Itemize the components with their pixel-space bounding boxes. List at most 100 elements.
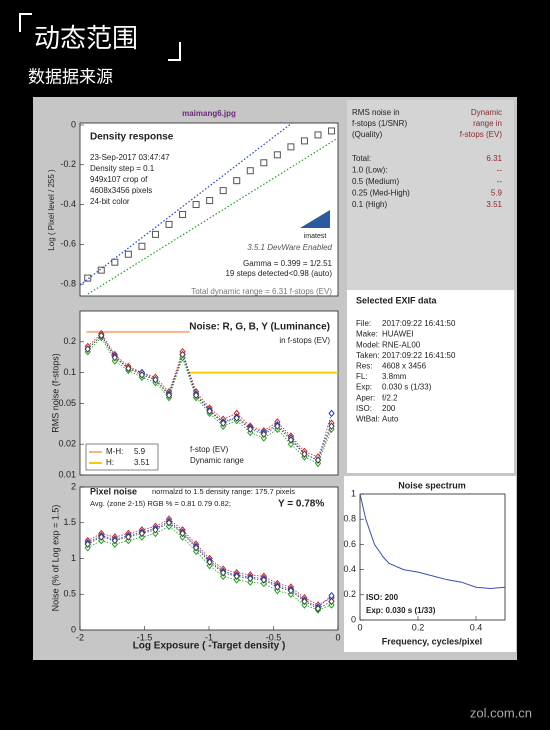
x-tick-label: -0.5 (266, 632, 282, 642)
table-head: range in (473, 119, 502, 128)
marker (152, 526, 159, 534)
marker (138, 371, 146, 379)
marker (247, 425, 254, 434)
marker (220, 419, 227, 428)
note: 19 steps detected<0.98 (auto) (225, 269, 332, 278)
y-tick-label: 0.6 (343, 539, 356, 549)
exif-value: 2017:09:22 16:41:50 (382, 319, 456, 328)
marker (192, 391, 200, 400)
chart-subtitle: in f-stops (EV) (279, 336, 330, 345)
y-tick-label: 0 (71, 624, 76, 634)
marker (233, 177, 241, 185)
row-label: 0.5 (Medium) (352, 177, 399, 186)
y-tick-label: 0.2 (343, 589, 356, 599)
marker (165, 391, 173, 400)
y-tick-label: -0.4 (60, 199, 76, 209)
marker (233, 414, 240, 422)
logo-shape (300, 210, 330, 228)
x-tick-label: 0.2 (412, 622, 425, 632)
row-value: -- (497, 166, 503, 175)
exif-label: File: (356, 319, 371, 328)
legend-label: H: (106, 458, 114, 467)
legend (85, 443, 159, 471)
marker (274, 583, 281, 591)
marker (124, 250, 132, 258)
x-tick-label: 0 (335, 632, 340, 642)
marker (138, 529, 146, 538)
marker (300, 137, 308, 145)
row-label: 1.0 (Low): (352, 166, 388, 175)
x-tick-label: 0 (357, 622, 362, 632)
marker (111, 536, 118, 545)
marker (287, 143, 295, 151)
marker (314, 604, 322, 613)
marker (97, 266, 105, 274)
exif-value: 200 (382, 404, 396, 413)
row-value: 3.51 (486, 200, 502, 209)
exif-rows: File: 2017:09:22 16:41:50 Make: HUAWEIModel… (356, 319, 456, 423)
version: 3.5.1 DevWare Enabled (247, 243, 332, 252)
marker (328, 422, 335, 430)
exif-value: HUAWEI (382, 330, 414, 339)
note: Exp: 0.030 s (1/33) (366, 606, 436, 615)
y-tick-label: 1 (351, 488, 356, 498)
legend-label: M-H: (106, 447, 123, 456)
marker (179, 350, 186, 359)
table-head: RMS noise in (352, 108, 400, 117)
x-tick-label: 0.4 (470, 622, 483, 632)
y-tick-label: 0.05 (58, 398, 76, 408)
table-rows: Total: 6.31 1.0 (Low): -- 0.5 (Medium) -- 0.25… (352, 154, 503, 209)
note: f-stop (EV) (190, 445, 229, 454)
marker (206, 407, 213, 415)
y-tick-label: -0.2 (60, 159, 76, 169)
y-tick-label: 0 (71, 119, 76, 129)
y-tick-label: 0.8 (343, 514, 356, 524)
marker (274, 422, 281, 430)
marker (328, 409, 335, 418)
marker (220, 569, 227, 577)
legend-value: 5.9 (134, 447, 146, 456)
marker (287, 436, 295, 444)
note: ISO: 200 (366, 593, 399, 602)
file-name: maimang6.jpg (182, 109, 236, 118)
x-axis-label: Frequency, cycles/pixel (382, 636, 482, 646)
y-tick-label: -0.6 (60, 239, 76, 249)
marker (328, 127, 336, 135)
marker (301, 450, 308, 458)
y-tick-label: 0.4 (343, 564, 356, 574)
marker (206, 558, 213, 566)
table-head: f-stops (1/SNR) (352, 119, 407, 128)
logo: imatest (304, 233, 327, 240)
note: Y = 0.78% (278, 499, 324, 510)
exif-label: Taken: (356, 351, 380, 360)
table-head: f-stops (EV) (460, 130, 503, 139)
marker (273, 151, 281, 159)
y-tick-label: 0.1 (63, 367, 76, 377)
exif-title: Selected EXIF data (356, 295, 438, 305)
exif-value: 4608 x 3456 (382, 362, 427, 371)
plot-area (79, 122, 339, 297)
marker (260, 576, 267, 584)
marker (287, 586, 295, 595)
watermark: zol.com.cn (470, 705, 532, 720)
header-subtitle: 数据据来源 (28, 67, 113, 86)
exif-value: RNE-AL00 (382, 340, 421, 349)
y-axis-label: Log ( Pixel level / 255 ) (47, 169, 56, 251)
marker (84, 540, 91, 548)
fit-line (87, 137, 339, 295)
y-tick-label: 0 (351, 614, 356, 624)
row-label: 0.1 (High) (352, 200, 387, 209)
chart-subtitle: normalzd to 1.5 density range: 175.7 pix… (152, 487, 295, 496)
marker (233, 572, 240, 581)
marker (111, 258, 119, 266)
marker (192, 201, 200, 209)
marker (151, 230, 159, 238)
chart-title: Noise: R, G, B, Y (Luminance) (189, 322, 330, 333)
exif-value: 2017:09:22 16:41:50 (382, 351, 456, 360)
marker (111, 353, 118, 362)
x-tick-label: -2 (76, 632, 84, 642)
series-line (359, 493, 506, 590)
chart-title: Density response (90, 132, 174, 143)
marker (192, 543, 200, 552)
